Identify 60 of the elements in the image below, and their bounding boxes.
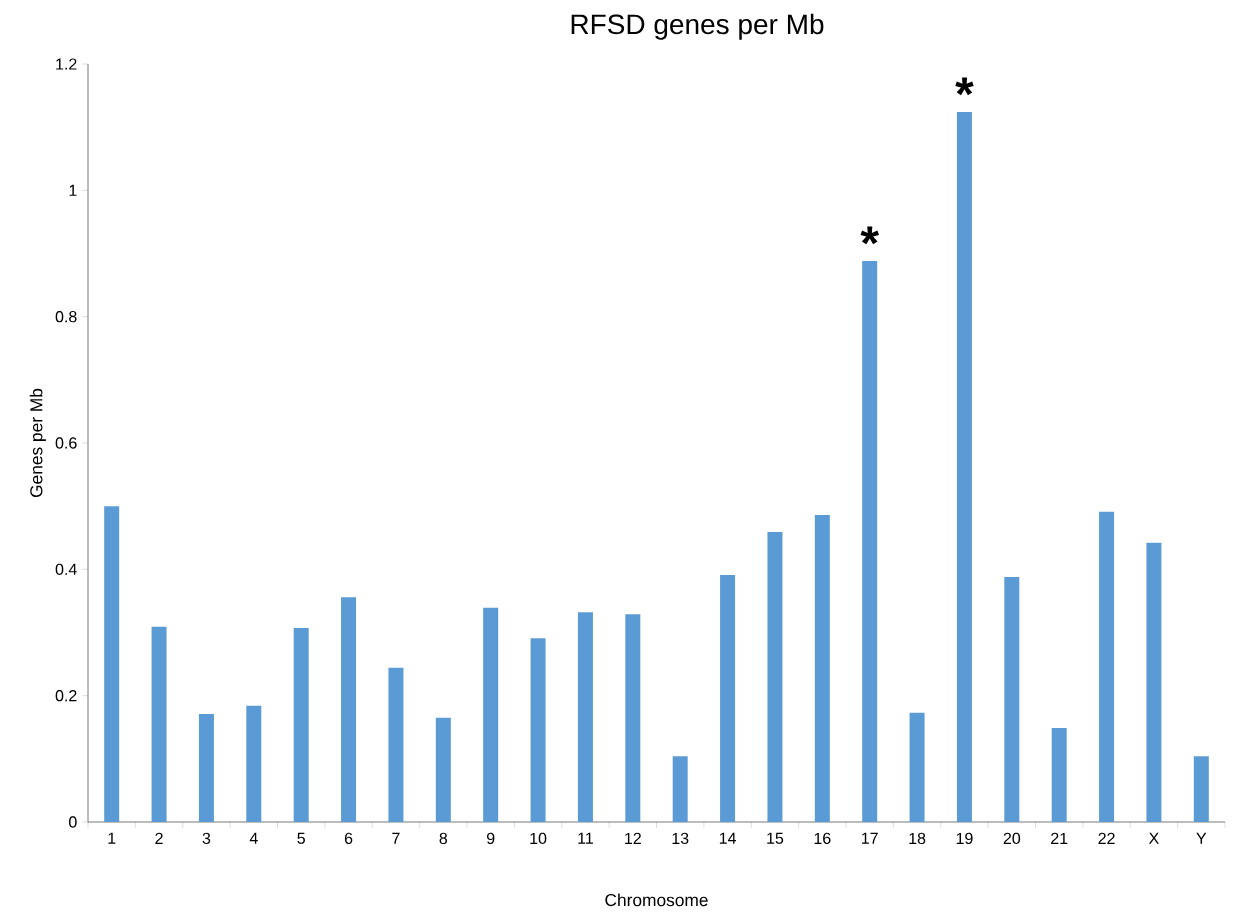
bar xyxy=(435,717,451,822)
bar xyxy=(1099,511,1115,822)
bar xyxy=(198,713,214,822)
x-tick-label: 7 xyxy=(392,832,400,844)
bar xyxy=(814,515,830,822)
bar xyxy=(1193,756,1209,822)
bar xyxy=(530,638,546,822)
bar xyxy=(1146,542,1162,822)
bar xyxy=(388,667,404,822)
x-tick-label: 4 xyxy=(249,832,258,844)
bar xyxy=(1051,727,1067,822)
bar xyxy=(577,612,593,822)
x-tick-label: 20 xyxy=(1003,832,1021,845)
bar xyxy=(483,607,499,822)
x-tick-label: 21 xyxy=(1051,832,1068,844)
bar xyxy=(104,506,120,822)
y-tick-label: 0.8 xyxy=(55,311,77,323)
bar xyxy=(151,626,167,822)
bar xyxy=(625,614,641,822)
x-tick-label: 14 xyxy=(719,832,736,844)
x-tick-label: 12 xyxy=(625,832,641,844)
x-tick-label: 10 xyxy=(530,832,547,845)
x-tick-label: 2 xyxy=(155,832,163,844)
annotation: * xyxy=(955,77,974,96)
x-tick-label: 3 xyxy=(202,832,211,845)
y-axis-title: Genes per Mb xyxy=(29,388,46,498)
y-tick-label: 0.2 xyxy=(55,690,77,702)
y-tick-label: 1.2 xyxy=(56,58,77,70)
y-tick-label: 0 xyxy=(69,816,77,828)
x-tick-label: 6 xyxy=(344,832,353,845)
bar xyxy=(246,705,262,822)
x-tick-label: 15 xyxy=(767,832,784,844)
x-tick-label: 19 xyxy=(956,832,973,845)
bar xyxy=(862,261,878,822)
bar xyxy=(1004,576,1020,822)
chart-title: RFSD genes per Mb xyxy=(571,13,824,40)
x-tick-label: 17 xyxy=(862,832,878,844)
x-axis-title: Chromosome xyxy=(605,893,708,907)
x-tick-label: 13 xyxy=(672,832,689,845)
y-tick-label: 0.4 xyxy=(55,563,77,575)
x-tick-label: 22 xyxy=(1098,832,1115,844)
y-tick-label: 0.6 xyxy=(55,437,77,449)
x-tick-label: Y xyxy=(1196,832,1207,844)
x-tick-label: X xyxy=(1148,832,1159,844)
bar xyxy=(767,532,783,822)
x-tick-label: 16 xyxy=(814,832,831,845)
y-tick-label: 1 xyxy=(69,184,77,196)
x-tick-label: 18 xyxy=(909,832,926,845)
bar xyxy=(293,628,309,822)
x-tick-label: 5 xyxy=(297,832,305,844)
x-tick-label: 11 xyxy=(578,832,593,844)
bar xyxy=(341,597,357,822)
x-tick-label: 1 xyxy=(108,832,116,844)
bar xyxy=(672,756,688,822)
x-tick-label: 9 xyxy=(486,832,495,845)
annotation: * xyxy=(860,226,879,245)
x-tick-label: 8 xyxy=(439,832,448,845)
bar xyxy=(909,712,925,822)
bar xyxy=(956,112,972,822)
bar xyxy=(720,575,736,822)
